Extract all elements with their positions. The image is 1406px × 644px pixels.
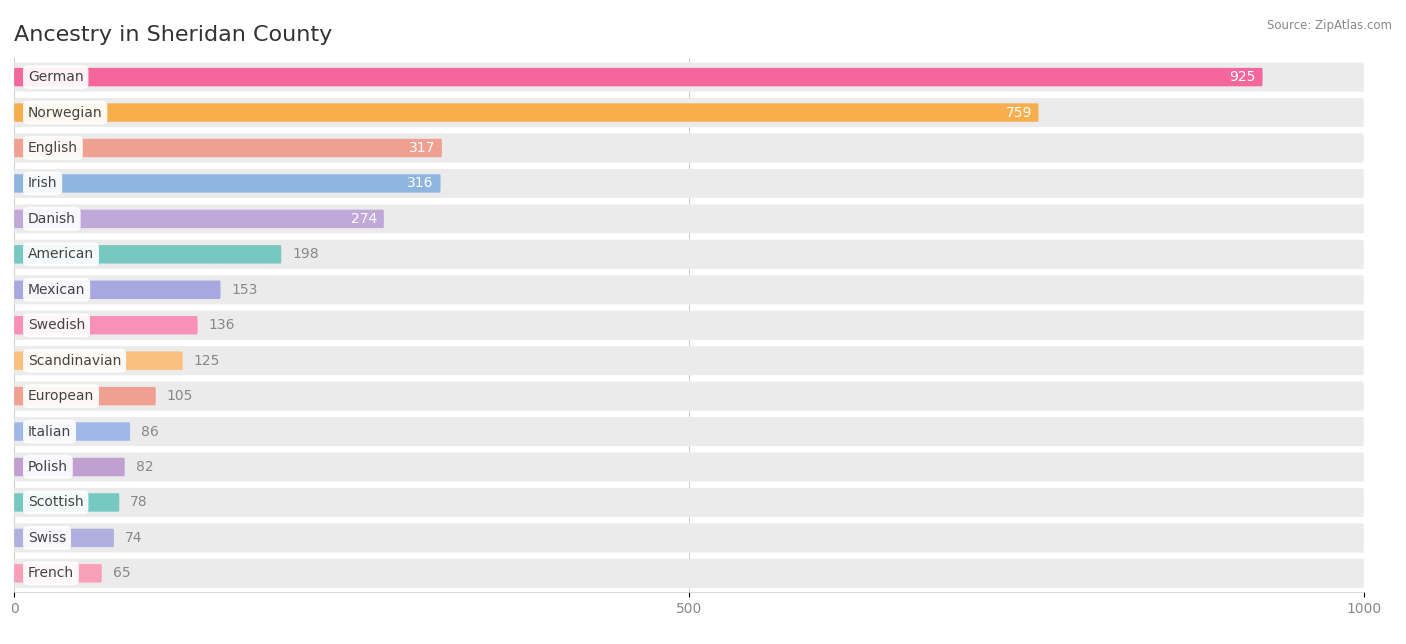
FancyBboxPatch shape [14,453,1364,482]
FancyBboxPatch shape [14,382,1364,411]
Text: German: German [28,70,83,84]
FancyBboxPatch shape [14,103,1039,122]
FancyBboxPatch shape [14,524,1364,553]
Text: 274: 274 [352,212,377,226]
FancyBboxPatch shape [14,133,1364,162]
Text: Swiss: Swiss [28,531,66,545]
FancyBboxPatch shape [14,169,1364,198]
FancyBboxPatch shape [14,316,198,334]
FancyBboxPatch shape [14,98,1364,127]
FancyBboxPatch shape [14,559,1364,588]
FancyBboxPatch shape [14,240,1364,269]
FancyBboxPatch shape [14,281,221,299]
Text: 925: 925 [1229,70,1256,84]
FancyBboxPatch shape [14,422,131,440]
Text: Scottish: Scottish [28,495,83,509]
FancyBboxPatch shape [14,564,101,583]
FancyBboxPatch shape [14,245,281,263]
Text: French: French [28,566,75,580]
FancyBboxPatch shape [14,346,1364,375]
Text: Italian: Italian [28,424,72,439]
FancyBboxPatch shape [14,175,440,193]
FancyBboxPatch shape [14,204,1364,233]
Text: 317: 317 [409,141,436,155]
Text: 74: 74 [125,531,142,545]
Text: 105: 105 [166,389,193,403]
FancyBboxPatch shape [14,493,120,512]
Text: Danish: Danish [28,212,76,226]
Text: 316: 316 [408,176,434,191]
Text: 198: 198 [292,247,319,261]
FancyBboxPatch shape [14,210,384,228]
FancyBboxPatch shape [14,529,114,547]
FancyBboxPatch shape [14,458,125,476]
Text: Polish: Polish [28,460,67,474]
Text: 125: 125 [194,354,219,368]
Text: Mexican: Mexican [28,283,86,297]
FancyBboxPatch shape [14,68,1263,86]
FancyBboxPatch shape [14,417,1364,446]
Text: 78: 78 [131,495,148,509]
FancyBboxPatch shape [14,310,1364,340]
Text: 759: 759 [1005,106,1032,120]
Text: Ancestry in Sheridan County: Ancestry in Sheridan County [14,25,332,45]
Text: Norwegian: Norwegian [28,106,103,120]
Text: English: English [28,141,77,155]
FancyBboxPatch shape [14,352,183,370]
Text: 136: 136 [208,318,235,332]
Text: European: European [28,389,94,403]
Text: 65: 65 [112,566,131,580]
Text: 86: 86 [141,424,159,439]
FancyBboxPatch shape [14,138,441,157]
Text: Source: ZipAtlas.com: Source: ZipAtlas.com [1267,19,1392,32]
FancyBboxPatch shape [14,62,1364,91]
Text: Swedish: Swedish [28,318,86,332]
FancyBboxPatch shape [14,387,156,405]
Text: Irish: Irish [28,176,58,191]
Text: American: American [28,247,94,261]
FancyBboxPatch shape [14,488,1364,517]
FancyBboxPatch shape [14,275,1364,305]
Text: 153: 153 [232,283,257,297]
Text: 82: 82 [135,460,153,474]
Text: Scandinavian: Scandinavian [28,354,121,368]
